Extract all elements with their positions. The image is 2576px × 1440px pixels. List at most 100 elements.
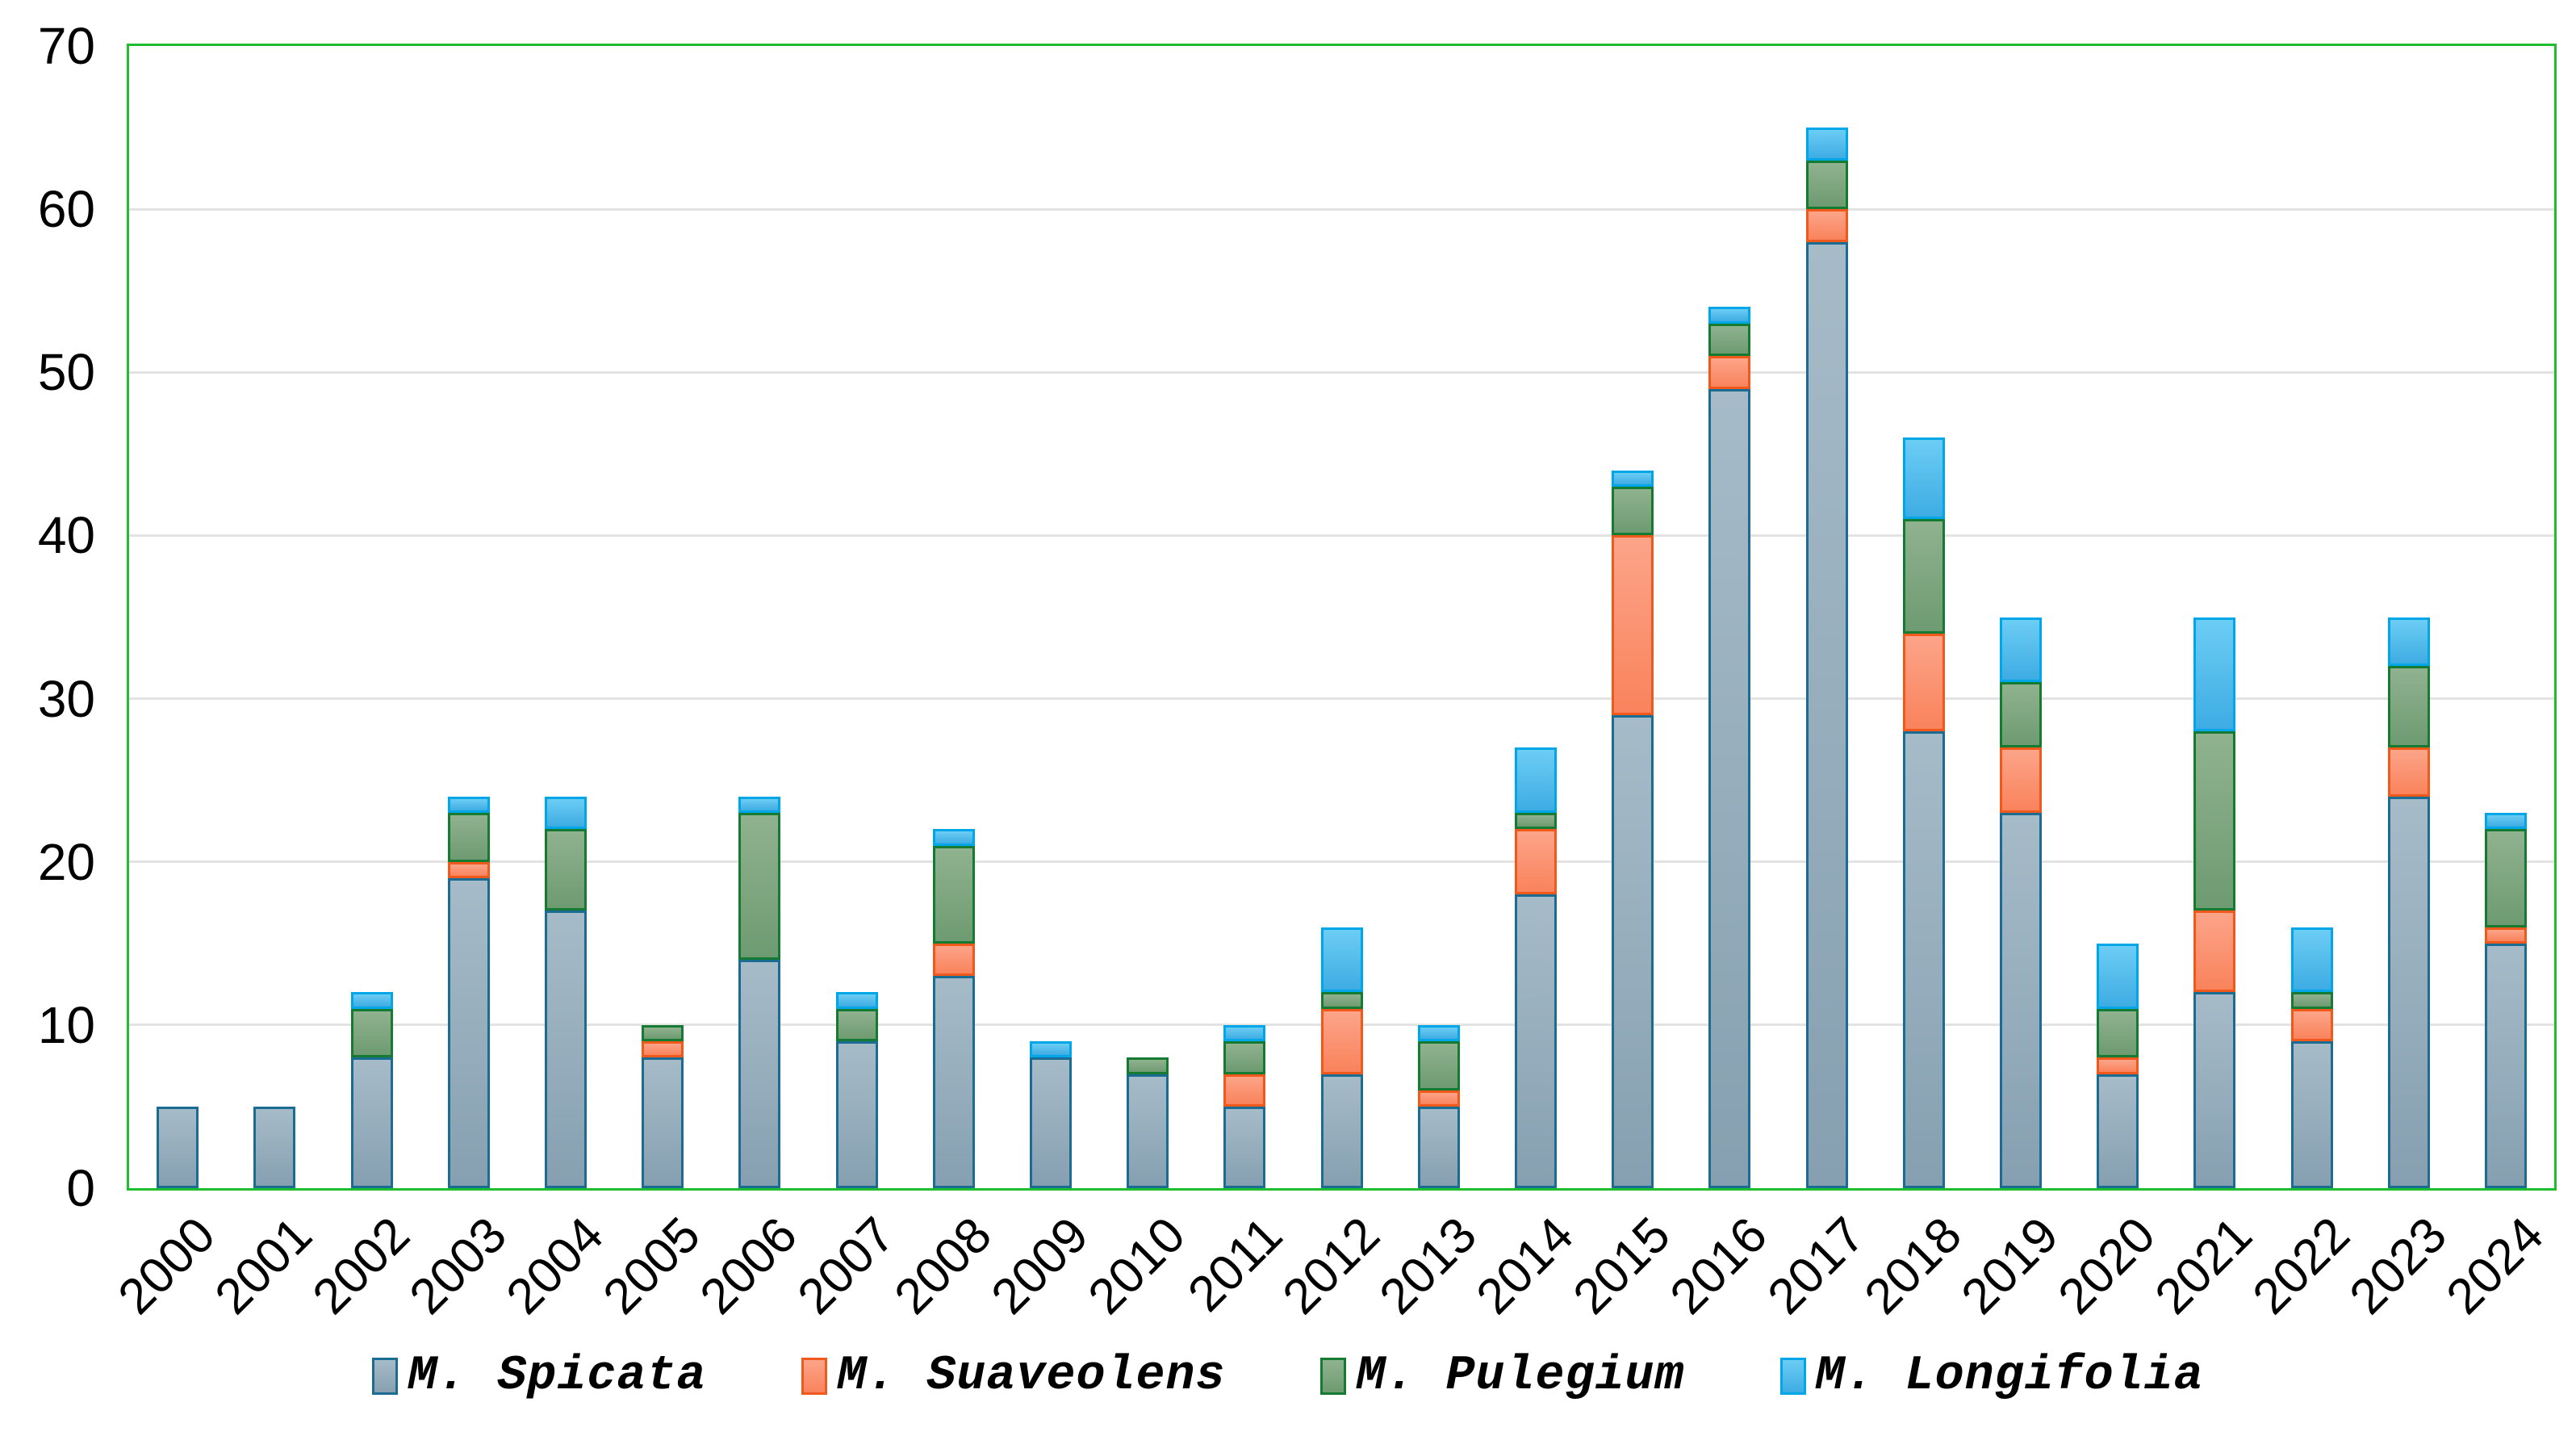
legend-item-m-spicata: M. Spicata	[372, 1350, 706, 1403]
bar-segment-m-suaveolens	[1708, 356, 1751, 389]
bar-2007	[835, 992, 878, 1188]
bar-segment-m-spicata	[1805, 241, 1848, 1188]
plot-area	[127, 44, 2557, 1191]
gridline-50	[129, 370, 2554, 374]
bar-slot-2018	[1876, 46, 1972, 1188]
bar-segment-m-suaveolens	[1902, 633, 1945, 731]
bar-segment-m-pulegium	[544, 829, 587, 911]
bar-2014	[1514, 747, 1557, 1188]
x-slot-2000: 2000	[108, 1196, 226, 1354]
x-slot-2009: 2009	[981, 1196, 1099, 1354]
bar-2000	[157, 1106, 199, 1188]
bar-segment-m-spicata	[2387, 796, 2430, 1188]
legend-item-m-suaveolens: M. Suaveolens	[801, 1350, 1225, 1403]
x-slot-2023: 2023	[2339, 1196, 2457, 1354]
bar-2001	[253, 1106, 296, 1188]
bar-2012	[1320, 927, 1363, 1188]
legend-item-m-pulegium: M. Pulegium	[1320, 1350, 1684, 1403]
bar-2018	[1902, 437, 1945, 1188]
bar-segment-m-spicata	[544, 910, 587, 1188]
bar-segment-m-longifolia	[350, 992, 393, 1009]
bar-slot-2001	[226, 46, 323, 1188]
bar-segment-m-pulegium	[350, 1008, 393, 1058]
bar-segment-m-longifolia	[1029, 1041, 1072, 1058]
y-tick-label: 50	[37, 343, 95, 402]
bar-segment-m-spicata	[738, 960, 781, 1188]
bar-segment-m-spicata	[2290, 1041, 2333, 1188]
bar-segment-m-spicata	[1514, 894, 1557, 1188]
bar-segment-m-pulegium	[1999, 682, 2042, 748]
y-tick-label: 10	[37, 995, 95, 1054]
bar-segment-m-pulegium	[738, 813, 781, 960]
gridline-30	[129, 697, 2554, 701]
gridline-60	[129, 207, 2554, 211]
bar-segment-m-spicata	[1902, 731, 1945, 1188]
bar-segment-m-suaveolens	[2193, 910, 2236, 993]
bar-segment-m-pulegium	[1805, 160, 1848, 210]
bar-segment-m-longifolia	[738, 796, 781, 814]
bar-segment-m-pulegium	[2097, 1008, 2139, 1058]
bar-segment-m-pulegium	[1417, 1041, 1460, 1090]
bar-2023	[2387, 617, 2430, 1188]
y-tick-label: 40	[37, 506, 95, 565]
x-slot-2016: 2016	[1660, 1196, 1778, 1354]
bar-2022	[2290, 927, 2333, 1188]
bar-segment-m-spicata	[1127, 1074, 1169, 1188]
bar-segment-m-spicata	[642, 1057, 684, 1188]
bar-slot-2010	[1099, 46, 1196, 1188]
bar-segment-m-spicata	[2097, 1074, 2139, 1188]
bar-2005	[642, 1024, 684, 1188]
bar-2020	[2097, 943, 2139, 1188]
bar-segment-m-spicata	[157, 1106, 199, 1188]
bar-segment-m-suaveolens	[2387, 747, 2430, 797]
bar-segment-m-suaveolens	[1417, 1090, 1460, 1107]
bar-segment-m-suaveolens	[2484, 927, 2527, 944]
bar-slot-2006	[711, 46, 808, 1188]
bar-segment-m-pulegium	[835, 1008, 878, 1042]
bar-slot-2000	[129, 46, 226, 1188]
bar-segment-m-longifolia	[447, 796, 490, 814]
legend-item-m-longifolia: M. Longifolia	[1779, 1350, 2204, 1403]
bar-2017	[1805, 128, 1848, 1188]
bar-segment-m-spicata	[1223, 1106, 1266, 1188]
bar-segment-m-pulegium	[2387, 666, 2430, 748]
legend-label: M. Pulegium	[1356, 1349, 1685, 1404]
x-tick-label: 2000	[107, 1207, 227, 1325]
bar-2010	[1127, 1057, 1169, 1188]
bar-segment-m-spicata	[1417, 1106, 1460, 1188]
bar-segment-m-longifolia	[1805, 128, 1848, 161]
legend-swatch-m-pulegium	[1320, 1358, 1347, 1395]
bar-segment-m-suaveolens	[1320, 1008, 1363, 1074]
x-slot-2002: 2002	[302, 1196, 420, 1354]
bars-layer	[129, 46, 2554, 1188]
bar-2019	[1999, 617, 2042, 1188]
gridline-40	[129, 534, 2554, 537]
bar-slot-2002	[323, 46, 420, 1188]
bar-slot-2012	[1293, 46, 1390, 1188]
bar-segment-m-spicata	[932, 976, 975, 1188]
bar-segment-m-spicata	[447, 877, 490, 1188]
bar-segment-m-longifolia	[1514, 747, 1557, 814]
bar-slot-2013	[1390, 46, 1487, 1188]
x-slot-2013: 2013	[1369, 1196, 1487, 1354]
bar-2004	[544, 796, 587, 1188]
bar-slot-2024	[2457, 46, 2554, 1188]
bar-segment-m-pulegium	[2484, 829, 2527, 927]
bar-slot-2005	[614, 46, 711, 1188]
legend: M. Spicata M. Suaveolens M. Pulegium M. Lon…	[0, 1350, 2576, 1403]
x-slot-2021: 2021	[2145, 1196, 2263, 1354]
bar-segment-m-suaveolens	[447, 861, 490, 878]
bar-segment-m-pulegium	[1514, 813, 1557, 830]
x-slot-2007: 2007	[787, 1196, 905, 1354]
bar-segment-m-suaveolens	[1612, 535, 1654, 715]
bar-slot-2017	[1778, 46, 1875, 1188]
y-tick-label: 20	[37, 832, 95, 891]
x-slot-2003: 2003	[399, 1196, 517, 1354]
bar-2006	[738, 796, 781, 1188]
x-slot-2014: 2014	[1466, 1196, 1584, 1354]
bar-segment-m-longifolia	[2387, 617, 2430, 667]
bar-segment-m-suaveolens	[932, 943, 975, 977]
bar-segment-m-pulegium	[447, 813, 490, 862]
bar-2024	[2484, 813, 2527, 1188]
bar-slot-2021	[2166, 46, 2263, 1188]
